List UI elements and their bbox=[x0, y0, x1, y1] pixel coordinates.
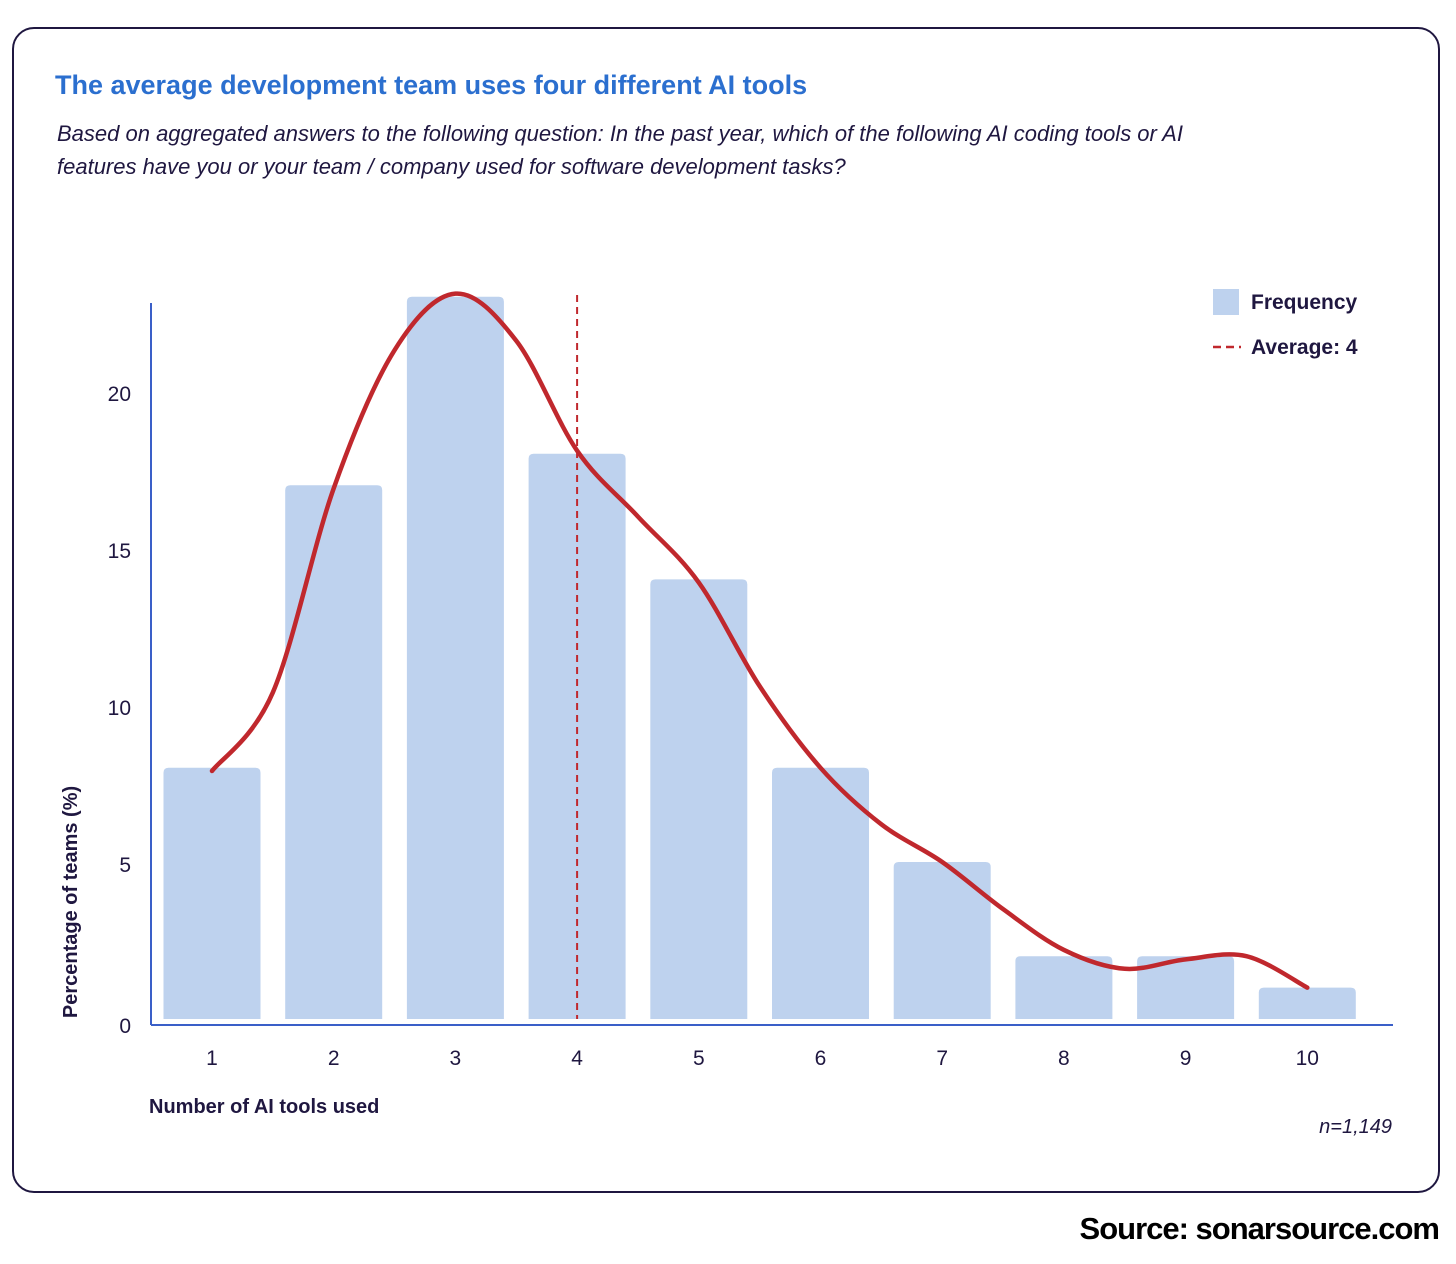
bar-3 bbox=[406, 296, 504, 1019]
chart-subtitle: Based on aggregated answers to the follo… bbox=[57, 121, 1183, 179]
y-tick-label-5: 5 bbox=[119, 854, 131, 877]
bar-8 bbox=[1015, 956, 1113, 1019]
x-axis-label: Number of AI tools used bbox=[149, 1096, 379, 1118]
x-tick-label-5: 5 bbox=[693, 1047, 705, 1070]
chart-title: The average development team uses four d… bbox=[55, 70, 808, 100]
y-tick-label-10: 10 bbox=[108, 697, 131, 720]
x-tick-label-9: 9 bbox=[1180, 1047, 1192, 1070]
source-credit: Source: sonarsource.com bbox=[1079, 1211, 1440, 1246]
bar-4 bbox=[528, 453, 626, 1019]
smoothed-line bbox=[209, 291, 1310, 990]
x-tick-label-3: 3 bbox=[450, 1047, 462, 1070]
y-tick-label-0: 0 bbox=[119, 1015, 131, 1038]
legend-average-label: Average: 4 bbox=[1251, 336, 1358, 359]
bar-7 bbox=[893, 862, 991, 1019]
x-tick-label-6: 6 bbox=[815, 1047, 827, 1070]
y-axis-label: Percentage of teams (%) bbox=[60, 786, 82, 1018]
x-tick-label-7: 7 bbox=[936, 1047, 948, 1070]
bar-6 bbox=[772, 767, 869, 1019]
sample-size-note: n=1,149 bbox=[1319, 1116, 1392, 1138]
legend-frequency-swatch bbox=[1213, 289, 1239, 315]
x-tick-label-4: 4 bbox=[571, 1047, 583, 1070]
bar-5 bbox=[650, 579, 748, 1019]
x-tick-label-2: 2 bbox=[328, 1047, 340, 1070]
legend-frequency-label: Frequency bbox=[1251, 291, 1358, 314]
bar-2 bbox=[285, 485, 383, 1019]
x-tick-label-1: 1 bbox=[206, 1047, 218, 1070]
bar-9 bbox=[1137, 956, 1235, 1019]
x-tick-label-10: 10 bbox=[1296, 1047, 1319, 1070]
bar-10 bbox=[1258, 987, 1356, 1019]
y-tick-label-15: 15 bbox=[108, 540, 131, 563]
bar-1 bbox=[163, 767, 261, 1019]
x-tick-label-8: 8 bbox=[1058, 1047, 1070, 1070]
y-tick-label-20: 20 bbox=[108, 383, 131, 406]
